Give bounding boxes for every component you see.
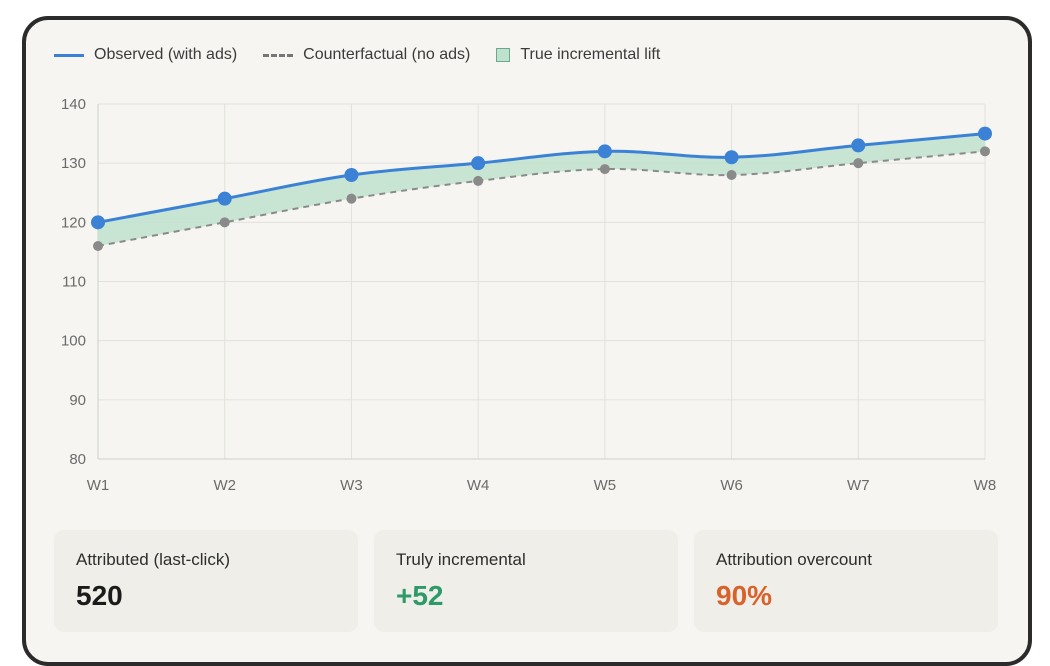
counterfactual-point [726, 170, 737, 180]
x-tick-label: W7 [847, 477, 870, 494]
observed-point [471, 156, 486, 171]
metric-cards: Attributed (last-click) 520 Truly increm… [54, 530, 998, 632]
lift-area [98, 133, 985, 246]
y-tick-label: 90 [69, 392, 86, 409]
counterfactual-line-swatch [263, 53, 294, 57]
y-tick-label: 80 [69, 451, 86, 468]
legend-item-lift[interactable]: True incremental lift [496, 46, 660, 64]
observed-point [91, 215, 105, 230]
metric-card-overcount: Attribution overcount 90% [694, 530, 998, 632]
chart-legend: Observed (with ads) Counterfactual (no a… [54, 46, 660, 64]
x-tick-label: W3 [340, 477, 363, 494]
observed-point [851, 138, 866, 153]
observed-point [217, 191, 232, 206]
y-tick-label: 120 [61, 214, 86, 231]
metric-value-incremental: +52 [396, 580, 444, 611]
lift-line-chart: 80 90 100 110 120 130 140 W1 W2 W3 W4 W5 W6 W7 W8 [61, 96, 997, 494]
x-tick-label: W1 [87, 477, 110, 494]
x-tick-label: W5 [594, 477, 617, 494]
legend-item-counterfactual[interactable]: Counterfactual (no ads) [263, 46, 470, 64]
metric-label-incremental: Truly incremental [396, 550, 526, 569]
observed-line-swatch [54, 53, 84, 57]
counterfactual-point [93, 241, 103, 251]
counterfactual-point [599, 164, 610, 175]
lift-area-swatch [496, 48, 511, 62]
x-tick-label: W8 [974, 477, 997, 494]
counterfactual-point [980, 146, 990, 157]
legend-item-observed[interactable]: Observed (with ads) [54, 46, 237, 64]
y-tick-label: 100 [61, 333, 86, 350]
counterfactual-point [219, 217, 230, 228]
metric-card-incremental: Truly incremental +52 [374, 530, 678, 632]
legend-label-observed: Observed (with ads) [94, 46, 238, 63]
counterfactual-point [346, 193, 357, 204]
metric-value-overcount: 90% [716, 580, 773, 611]
counterfactual-line [97, 150, 986, 247]
observed-point [344, 168, 359, 182]
x-tick-label: W4 [467, 477, 490, 494]
metric-label-overcount: Attribution overcount [716, 550, 872, 569]
y-tick-label: 110 [62, 274, 86, 291]
counterfactual-point [853, 158, 864, 169]
legend-label-counterfactual: Counterfactual (no ads) [303, 46, 471, 63]
metric-label-attributed: Attributed (last-click) [76, 550, 230, 569]
observed-point [724, 150, 739, 165]
y-tick-label: 130 [61, 155, 86, 172]
observed-line [97, 132, 986, 224]
legend-label-lift: True incremental lift [520, 46, 661, 63]
counterfactual-point [473, 175, 484, 186]
y-tick-label: 140 [61, 96, 86, 113]
metric-value-attributed: 520 [76, 580, 123, 611]
observed-point [978, 126, 992, 141]
metric-card-attributed: Attributed (last-click) 520 [54, 530, 358, 632]
x-tick-label: W2 [213, 477, 236, 494]
x-tick-label: W6 [720, 477, 743, 494]
observed-point [597, 144, 612, 159]
